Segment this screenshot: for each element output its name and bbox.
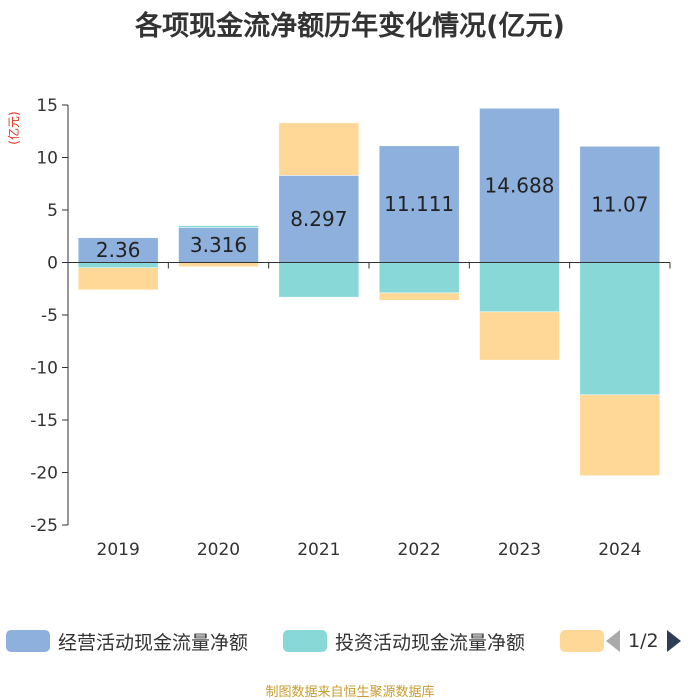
chart-plot-area: 15 10 5 0 -5 -10 -15 -20 -25 (亿元) 2.36 2019 3.316 202… bbox=[6, 96, 671, 560]
source-note: 制图数据来自恒生聚源数据库 bbox=[265, 685, 435, 700]
y-axis-unit-label: (亿元) bbox=[6, 111, 21, 144]
bar-segment bbox=[278, 262, 360, 298]
bar-segment bbox=[178, 227, 259, 263]
bar-segment bbox=[378, 262, 460, 294]
bar-segment bbox=[479, 108, 560, 263]
bar-segment bbox=[479, 262, 560, 313]
bar-data-label: 11.111 bbox=[384, 192, 454, 216]
bar-data-label: 11.07 bbox=[591, 192, 648, 216]
bar-segment bbox=[77, 262, 159, 268]
legend-next-icon[interactable] bbox=[666, 630, 681, 652]
bar-segment bbox=[77, 267, 159, 291]
y-tick-label: -15 bbox=[30, 411, 58, 431]
bar-segment bbox=[579, 394, 661, 476]
bar-data-label: 8.297 bbox=[290, 207, 347, 231]
legend-swatch-investing bbox=[283, 630, 327, 652]
y-tick-label: -10 bbox=[30, 359, 58, 379]
legend-prev-icon[interactable] bbox=[606, 630, 620, 652]
y-tick-label: 15 bbox=[36, 96, 58, 116]
bar-segment bbox=[278, 175, 360, 263]
chart-title: 各项现金流净额历年变化情况(亿元) bbox=[135, 11, 565, 42]
legend-item-financing[interactable] bbox=[560, 626, 612, 656]
legend-item-investing[interactable]: 投资活动现金流量净额 bbox=[283, 626, 525, 656]
x-tick-label: 2023 bbox=[498, 540, 541, 560]
y-tick-label: 10 bbox=[36, 149, 58, 169]
y-tick-label: -25 bbox=[30, 516, 58, 536]
bar-segment bbox=[178, 262, 259, 267]
x-tick-label: 2021 bbox=[297, 540, 340, 560]
y-tick-label: -20 bbox=[30, 464, 58, 484]
y-tick-label: 0 bbox=[47, 254, 58, 274]
bar-segment bbox=[479, 311, 560, 361]
bar-data-label: 2.36 bbox=[96, 238, 141, 262]
x-tick-label: 2019 bbox=[97, 540, 140, 560]
legend-swatch-financing bbox=[560, 630, 604, 652]
x-tick-label: 2020 bbox=[197, 540, 240, 560]
legend-page-indicator: 1/2 bbox=[628, 630, 659, 652]
legend-label-operating: 经营活动现金流量净额 bbox=[58, 631, 249, 654]
bar-data-label: 14.688 bbox=[485, 173, 555, 197]
x-tick-label: 2022 bbox=[398, 540, 441, 560]
y-tick-label: -5 bbox=[41, 306, 58, 326]
bar-segment bbox=[178, 225, 259, 228]
legend: 经营活动现金流量净额 投资活动现金流量净额 bbox=[0, 626, 700, 656]
bar-segment bbox=[77, 237, 159, 263]
legend-item-operating[interactable]: 经营活动现金流量净额 bbox=[6, 626, 248, 656]
bar-segment bbox=[378, 145, 460, 263]
bar-segment bbox=[378, 292, 460, 301]
bar-segment bbox=[278, 122, 360, 176]
y-tick-label: 5 bbox=[47, 201, 58, 221]
legend-swatch-operating bbox=[6, 630, 50, 652]
bar-data-label: 3.316 bbox=[190, 233, 247, 257]
legend-pager: 1/2 bbox=[606, 626, 681, 656]
x-tick-label: 2024 bbox=[598, 540, 641, 560]
legend-label-investing: 投资活动现金流量净额 bbox=[335, 631, 526, 654]
bar-segment bbox=[579, 262, 661, 396]
